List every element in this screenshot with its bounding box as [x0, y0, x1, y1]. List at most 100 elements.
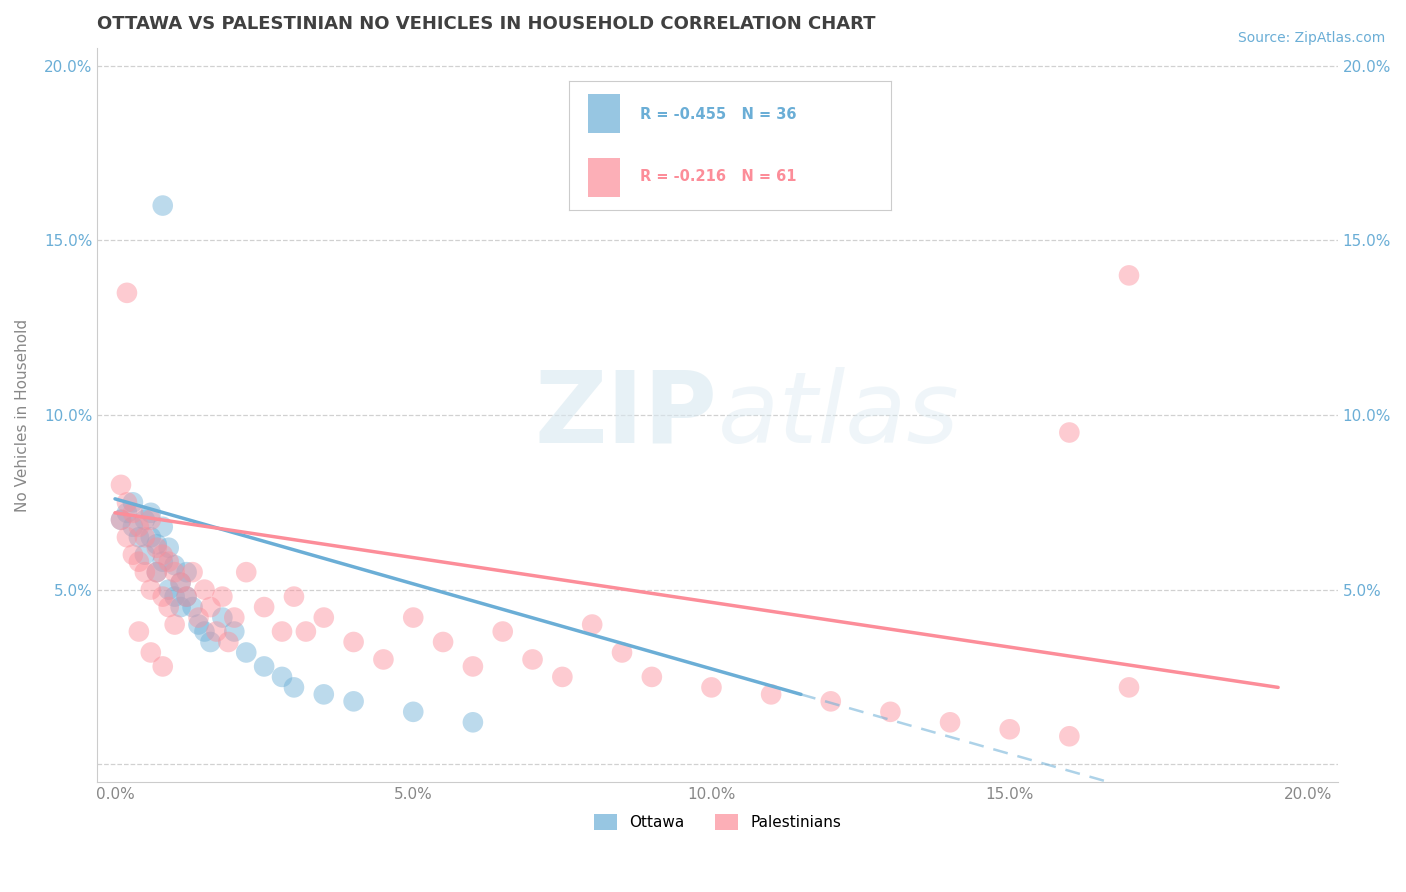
Point — [200, 635, 222, 649]
Point — [402, 610, 425, 624]
Text: ZIP: ZIP — [534, 367, 717, 464]
Point — [115, 506, 138, 520]
Point — [157, 555, 180, 569]
Point — [581, 617, 603, 632]
Point — [134, 565, 156, 579]
Point — [551, 670, 574, 684]
Point — [211, 590, 233, 604]
Text: atlas: atlas — [717, 367, 959, 464]
Point — [176, 590, 198, 604]
Point — [134, 530, 156, 544]
Point — [128, 530, 150, 544]
Point — [253, 600, 276, 615]
Point — [169, 575, 191, 590]
Point — [224, 610, 246, 624]
Text: Source: ZipAtlas.com: Source: ZipAtlas.com — [1237, 31, 1385, 45]
Point — [122, 520, 145, 534]
Point — [224, 624, 246, 639]
Point — [122, 548, 145, 562]
Point — [122, 506, 145, 520]
Point — [139, 530, 162, 544]
Point — [152, 659, 174, 673]
Point — [187, 610, 209, 624]
Point — [152, 555, 174, 569]
Point — [271, 624, 294, 639]
Point — [1118, 681, 1140, 695]
Point — [759, 687, 782, 701]
Point — [342, 694, 364, 708]
Point — [271, 670, 294, 684]
Point — [939, 715, 962, 730]
Point — [110, 478, 132, 492]
Point — [157, 541, 180, 555]
Point — [134, 548, 156, 562]
Point — [235, 565, 257, 579]
Point — [157, 600, 180, 615]
Point — [181, 565, 204, 579]
Point — [139, 645, 162, 659]
Point — [110, 513, 132, 527]
Point — [176, 565, 198, 579]
Point — [200, 600, 222, 615]
Point — [641, 670, 664, 684]
Point — [122, 495, 145, 509]
Point — [522, 652, 544, 666]
Point — [152, 198, 174, 212]
Point — [169, 600, 191, 615]
Point — [820, 694, 842, 708]
Point — [187, 617, 209, 632]
Text: OTTAWA VS PALESTINIAN NO VEHICLES IN HOUSEHOLD CORRELATION CHART: OTTAWA VS PALESTINIAN NO VEHICLES IN HOU… — [97, 15, 876, 33]
Point — [110, 513, 132, 527]
Point — [342, 635, 364, 649]
Point — [193, 582, 215, 597]
Point — [139, 506, 162, 520]
Point — [152, 520, 174, 534]
Point — [205, 624, 228, 639]
Point — [157, 582, 180, 597]
Point — [253, 659, 276, 673]
Point — [128, 520, 150, 534]
Point — [1059, 425, 1081, 440]
Point — [163, 617, 186, 632]
Point — [610, 645, 633, 659]
Point — [163, 558, 186, 573]
Point — [139, 513, 162, 527]
Point — [169, 575, 191, 590]
Point — [211, 610, 233, 624]
Point — [146, 565, 169, 579]
Point — [134, 513, 156, 527]
Point — [235, 645, 257, 659]
Point — [193, 624, 215, 639]
Point — [176, 590, 198, 604]
Point — [432, 635, 454, 649]
Point — [1059, 729, 1081, 743]
Point — [152, 548, 174, 562]
Point — [115, 495, 138, 509]
Y-axis label: No Vehicles in Household: No Vehicles in Household — [15, 318, 30, 512]
Point — [115, 285, 138, 300]
Legend: Ottawa, Palestinians: Ottawa, Palestinians — [588, 808, 846, 837]
Point — [163, 590, 186, 604]
Point — [1118, 268, 1140, 283]
Point — [998, 723, 1021, 737]
Point — [402, 705, 425, 719]
Point — [128, 624, 150, 639]
Point — [139, 582, 162, 597]
Point — [146, 537, 169, 551]
Point — [295, 624, 318, 639]
Point — [181, 600, 204, 615]
Point — [146, 565, 169, 579]
Point — [128, 555, 150, 569]
Point — [373, 652, 395, 666]
Point — [115, 530, 138, 544]
Point — [146, 541, 169, 555]
Point — [461, 659, 484, 673]
Point — [163, 565, 186, 579]
Point — [312, 610, 335, 624]
Point — [879, 705, 901, 719]
Point — [461, 715, 484, 730]
Point — [492, 624, 515, 639]
Point — [700, 681, 723, 695]
Point — [283, 590, 305, 604]
Point — [217, 635, 239, 649]
